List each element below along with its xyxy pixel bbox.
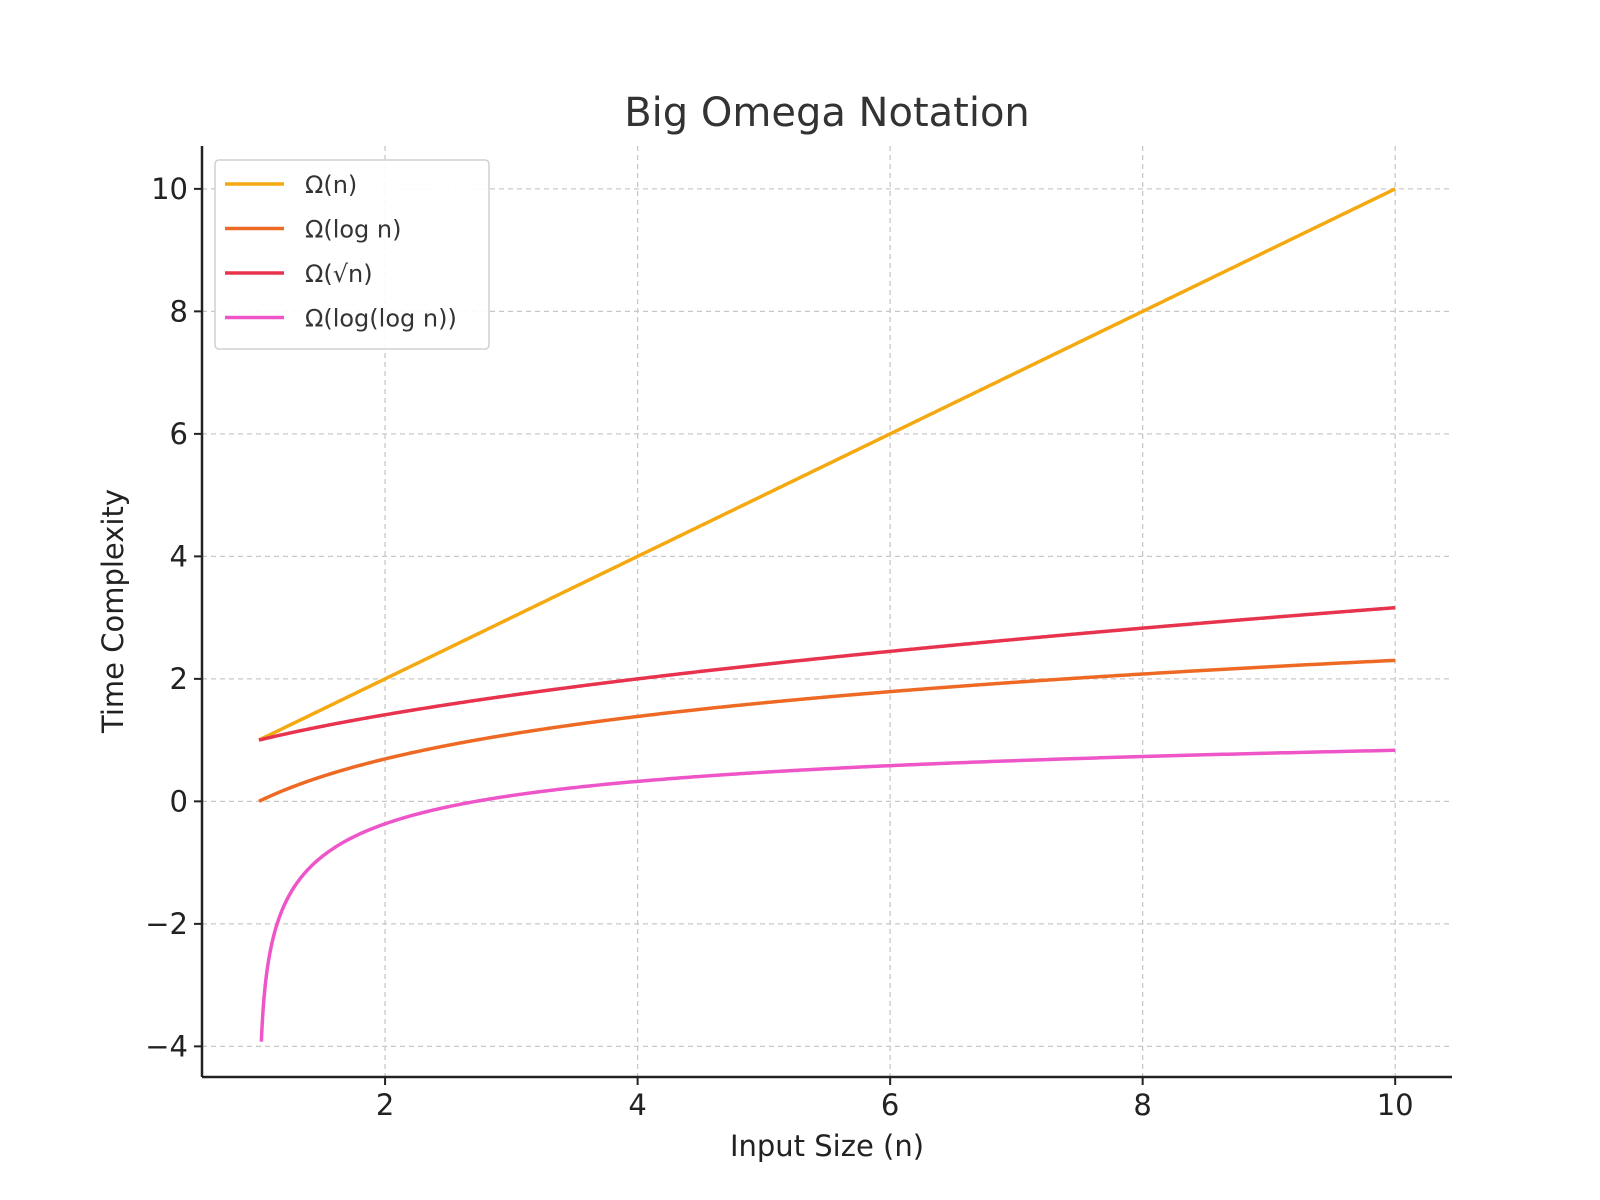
- series-line-0: [258, 187, 1396, 742]
- legend-label: Ω(n): [305, 171, 357, 199]
- x-tick-label: 4: [628, 1088, 646, 1122]
- y-tick-label: −4: [145, 1029, 188, 1063]
- y-tick-label: 0: [170, 784, 188, 818]
- legend: Ω(n) Ω(log n) Ω(√n) Ω(log(log n)): [214, 159, 490, 350]
- x-axis-label: Input Size (n): [730, 1129, 924, 1163]
- series-layer: [258, 187, 1396, 1044]
- series-line-2: [258, 605, 1396, 742]
- legend-label: Ω(log(log n)): [305, 305, 457, 333]
- y-tick-label: 10: [151, 172, 188, 206]
- legend-frame: [214, 159, 490, 350]
- y-axis-label: Time Complexity: [96, 489, 130, 734]
- x-tick-label: 6: [881, 1088, 899, 1122]
- axes: [200, 146, 1452, 1079]
- x-tick-label: 10: [1377, 1088, 1414, 1122]
- legend-label: Ω(√n): [305, 260, 373, 288]
- ticks: 2 4 6 8 10 −4 −2 0 2 4 6 8 10: [145, 172, 1413, 1122]
- series-line-1: [258, 658, 1396, 803]
- y-tick-label: 8: [170, 294, 188, 328]
- series-line-3: [259, 748, 1396, 1044]
- grid: [202, 146, 1452, 1077]
- y-tick-label: 2: [170, 662, 188, 696]
- chart-title: Big Omega Notation: [624, 90, 1030, 136]
- x-tick-label: 2: [376, 1088, 394, 1122]
- legend-label: Ω(log n): [305, 216, 402, 244]
- y-tick-label: 4: [170, 539, 188, 573]
- y-tick-label: 6: [170, 417, 188, 451]
- x-tick-label: 8: [1133, 1088, 1151, 1122]
- y-tick-label: −2: [145, 907, 188, 941]
